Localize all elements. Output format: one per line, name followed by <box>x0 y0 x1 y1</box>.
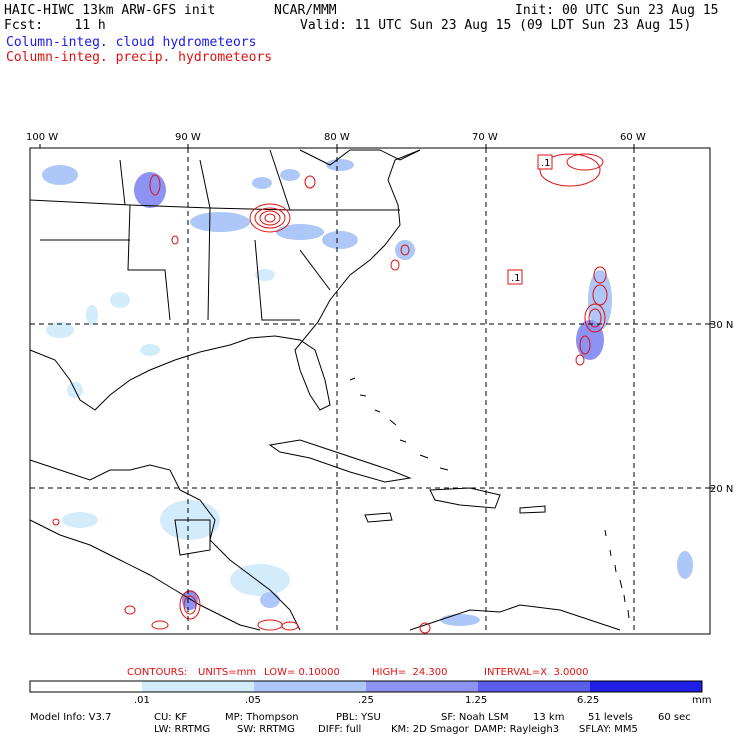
coastlines <box>29 149 630 631</box>
contour-label-2: .1 <box>511 273 521 284</box>
footer-mp: MP: Thompson <box>225 712 299 723</box>
contour-label-1: .1 <box>541 158 551 169</box>
footer-diff: DIFF: full <box>318 724 362 735</box>
model-title: HAIC-HIWC 13km ARW-GFS init <box>4 3 216 18</box>
colorbar-unit: mm <box>692 695 712 706</box>
lon-label-60w: 60 W <box>620 132 646 143</box>
contour-label-units: UNITS=mm <box>198 667 257 678</box>
latitude-labels: 30 N 20 N <box>710 320 733 495</box>
lat-lon-grid <box>30 148 710 634</box>
footer-sflay: SFLAY: MM5 <box>579 724 638 735</box>
footer-km: KM: 2D Smagor <box>391 724 469 735</box>
footer-levels: 51 levels <box>588 712 633 723</box>
footer-timestep: 60 sec <box>658 712 691 723</box>
footer-lw: LW: RRTMG <box>154 724 211 735</box>
lat-label-20n: 20 N <box>710 484 733 495</box>
init-time: Init: 00 UTC Sun 23 Aug 15 <box>515 3 719 18</box>
forecast-hour: Fcst: 11 h <box>4 18 106 33</box>
lon-label-90w: 90 W <box>175 132 201 143</box>
contour-label-contours: CONTOURS: <box>127 667 188 678</box>
lat-label-30n: 30 N <box>710 320 733 331</box>
footer-model-info: Model Info: V3.7 <box>30 712 112 723</box>
colorbar-label-4: 1.25 <box>465 695 488 706</box>
footer-resolution: 13 km <box>533 712 565 723</box>
colorbar <box>29 680 703 693</box>
colorbar-label-5: 6.25 <box>577 695 600 706</box>
field-label-cloud: Column-integ. cloud hydrometeors <box>6 35 257 50</box>
colorbar-label-2: .05 <box>245 695 261 706</box>
footer-cu: CU: KF <box>154 712 188 723</box>
contour-value-labels: .1 .1 <box>507 154 553 285</box>
valid-time: Valid: 11 UTC Sun 23 Aug 15 (09 LDT Sun … <box>300 18 692 33</box>
colorbar-label-1: .01 <box>134 695 150 706</box>
contour-label-interval: INTERVAL=X 3.0000 <box>484 667 589 678</box>
colorbar-label-3: .25 <box>358 695 374 706</box>
field-label-precip: Column-integ. precip. hydrometeors <box>6 50 273 65</box>
footer-damp: DAMP: Rayleigh3 <box>474 724 560 735</box>
footer-pbl: PBL: YSU <box>336 712 381 723</box>
contour-label-low: LOW= 0.10000 <box>264 667 340 678</box>
contour-label-high: HIGH= 24.300 <box>372 667 448 678</box>
footer-sf: SF: Noah LSM <box>441 712 509 723</box>
longitude-labels: 100 W 90 W 80 W 70 W 60 W <box>26 132 646 143</box>
cloud-hydrometeor-field <box>42 159 693 626</box>
footer-sw: SW: RRTMG <box>237 724 295 735</box>
lon-label-100w: 100 W <box>26 132 58 143</box>
lon-label-70w: 70 W <box>472 132 498 143</box>
precip-contours <box>52 153 608 634</box>
lon-label-80w: 80 W <box>324 132 350 143</box>
organization-label: NCAR/MMM <box>274 3 337 18</box>
map-frame <box>29 147 711 635</box>
axis-ticks <box>39 144 714 489</box>
